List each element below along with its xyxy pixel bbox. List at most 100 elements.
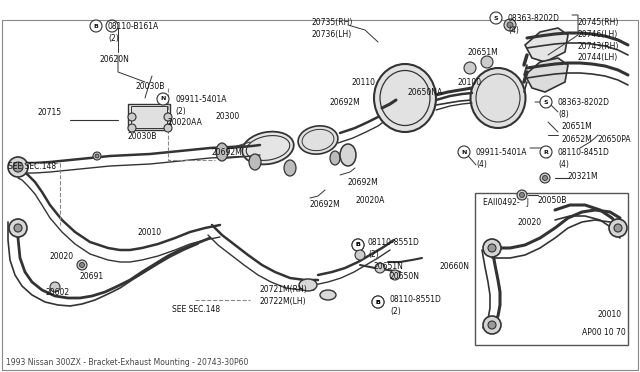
Text: 20692M: 20692M [348,178,379,187]
Circle shape [50,282,60,292]
Circle shape [488,244,496,252]
Text: 20020AA: 20020AA [168,118,203,127]
Circle shape [128,113,136,121]
Ellipse shape [298,126,338,154]
Circle shape [483,239,501,257]
Text: 20010: 20010 [598,310,622,319]
Text: 08110-8451D
(4): 08110-8451D (4) [558,148,610,169]
Text: N: N [160,96,166,102]
Circle shape [488,321,496,329]
Circle shape [14,224,22,232]
Text: 20651M: 20651M [562,122,593,131]
Text: 20321M: 20321M [568,172,598,181]
Circle shape [490,12,502,24]
Text: 20100: 20100 [458,78,482,87]
Ellipse shape [243,132,294,164]
Circle shape [540,96,552,108]
Text: 20020: 20020 [50,252,74,261]
Text: 08363-8202D
(8): 08363-8202D (8) [558,98,610,119]
Text: B: B [356,243,360,247]
Text: 20745(RH)
20746(LH)
20743(RH)
20744(LH): 20745(RH) 20746(LH) 20743(RH) 20744(LH) [578,18,620,62]
Circle shape [458,146,470,158]
Circle shape [352,239,364,251]
Text: 20030B: 20030B [128,132,157,141]
Ellipse shape [216,143,228,161]
Text: 20715: 20715 [38,108,62,117]
Text: 09911-5401A
(2): 09911-5401A (2) [175,95,227,116]
Text: N: N [461,150,467,154]
Text: 20602: 20602 [45,288,69,297]
Text: 20110: 20110 [352,78,376,87]
Circle shape [540,173,550,183]
Circle shape [614,224,622,232]
Circle shape [390,270,400,280]
Circle shape [483,316,501,334]
Circle shape [164,124,172,132]
Circle shape [540,146,552,158]
Circle shape [520,192,525,198]
Circle shape [609,219,627,237]
Text: 20692M: 20692M [330,98,361,107]
Text: 08363-8202D
(4): 08363-8202D (4) [508,14,560,35]
Circle shape [372,296,384,308]
Circle shape [507,22,513,28]
Circle shape [9,219,27,237]
Text: SEE SEC.148: SEE SEC.148 [172,305,220,314]
Circle shape [543,176,547,180]
Circle shape [375,263,385,273]
Text: 20050B: 20050B [538,196,568,205]
Text: 20721M(RH)
20722M(LH): 20721M(RH) 20722M(LH) [260,285,308,306]
Text: 20651N: 20651N [374,262,404,271]
Text: 08110-B161A
(2): 08110-B161A (2) [108,22,159,43]
Text: 20692M: 20692M [212,148,243,157]
Circle shape [355,250,365,260]
Text: 20020A: 20020A [355,196,385,205]
Text: 20300: 20300 [215,112,239,121]
Text: 20735(RH)
20736(LH): 20735(RH) 20736(LH) [312,18,353,39]
Text: 20030B: 20030B [135,82,164,91]
Text: 20651M: 20651M [468,48,499,57]
Circle shape [95,154,99,158]
Text: 20010: 20010 [138,228,162,237]
Text: 20660N: 20660N [440,262,470,271]
Circle shape [128,124,136,132]
Text: B: B [93,23,99,29]
Ellipse shape [330,151,340,165]
Text: S: S [493,16,499,20]
Text: 08110-8551D
(2): 08110-8551D (2) [390,295,442,316]
Text: 20650PA: 20650PA [598,135,632,144]
Circle shape [372,296,384,308]
Text: 20020: 20020 [518,218,542,227]
Text: B: B [376,299,380,305]
Circle shape [77,260,87,270]
Circle shape [79,263,84,267]
Circle shape [90,20,102,32]
Text: 1993 Nissan 300ZX - Bracket-Exhaust Mounting - 20743-30P60: 1993 Nissan 300ZX - Bracket-Exhaust Moun… [6,358,248,367]
Circle shape [8,157,28,177]
Text: B: B [356,243,360,247]
Text: 20692M: 20692M [310,200,340,209]
Ellipse shape [284,160,296,176]
Text: EAII0492-   J: EAII0492- J [483,198,529,207]
Text: 09911-5401A
(4): 09911-5401A (4) [476,148,527,169]
Circle shape [93,152,101,160]
Text: 20652M: 20652M [562,135,593,144]
Ellipse shape [470,68,525,128]
Circle shape [481,56,493,68]
Text: R: R [543,150,548,154]
Circle shape [352,239,364,251]
Polygon shape [525,28,568,62]
Circle shape [157,93,169,105]
Circle shape [517,190,527,200]
Text: 20650NA: 20650NA [408,88,444,97]
Bar [128,104,170,130]
Text: SEE SEC.148: SEE SEC.148 [8,162,56,171]
Bar [131,106,167,128]
Circle shape [13,162,23,172]
Text: AP00 10 70: AP00 10 70 [582,328,626,337]
Circle shape [504,19,516,31]
Ellipse shape [340,144,356,166]
Ellipse shape [249,154,261,170]
Text: 20620N: 20620N [100,55,130,64]
Text: S: S [544,99,548,105]
